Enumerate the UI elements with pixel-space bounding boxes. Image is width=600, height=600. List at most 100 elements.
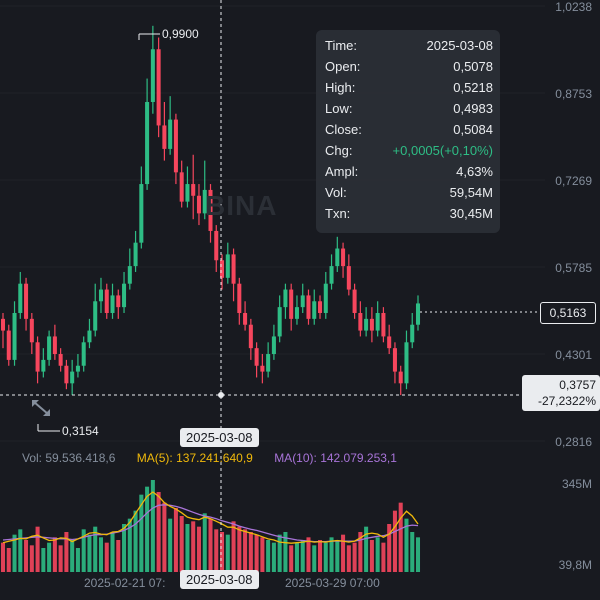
ma-lines-group (2, 491, 419, 544)
candle-body (312, 301, 317, 319)
candle-body (162, 125, 167, 149)
candle-body (87, 330, 92, 343)
candle-body (133, 242, 138, 267)
candle-body (329, 266, 334, 284)
volume-bar (41, 548, 46, 572)
candle-body (335, 248, 340, 267)
candle-body (392, 348, 397, 372)
volume-bar (231, 521, 236, 572)
volume-bar (0, 542, 6, 572)
volume-bar (289, 545, 294, 572)
volume-bar (392, 510, 397, 572)
candle-body (317, 301, 323, 313)
ma10-value: MA(10): 142.079.253,1 (274, 451, 397, 465)
volume-bar (306, 537, 311, 572)
ma5-value: MA(5): 137.241.640,9 (136, 451, 253, 465)
candle-body (52, 336, 57, 355)
candle-body (81, 342, 86, 366)
candle-body (150, 49, 155, 103)
x-tick-label: 2025-03-29 07:00 (285, 576, 380, 590)
volume-bar (300, 540, 305, 572)
volume-bar (398, 502, 403, 572)
tooltip-row-high: High: 0,5218 (325, 80, 493, 95)
candle-body (35, 342, 40, 372)
crosshair-overlay (0, 0, 540, 574)
candle-body (24, 283, 29, 319)
candle-body (139, 184, 144, 243)
volume-bar (168, 518, 173, 572)
candles-group (0, 25, 421, 396)
volume-bar (47, 542, 52, 572)
volume-bar (294, 542, 299, 572)
volume-bar (248, 532, 253, 572)
volume-bar (98, 537, 104, 572)
y-tick-label: 0,4301 (555, 348, 592, 362)
volume-bar (156, 492, 161, 572)
volume-bar (375, 537, 380, 572)
tooltip-row-time: Time: 2025-03-08 (325, 38, 493, 53)
expand-arrows-icon[interactable] (28, 396, 54, 420)
volume-bar (369, 540, 374, 572)
tooltip-row-change: Chg: +0,0005(+0,10%) (325, 143, 493, 158)
volume-bar (404, 518, 409, 572)
candle-body (243, 312, 248, 325)
volume-bar (162, 502, 167, 572)
volume-bar (87, 534, 92, 572)
candle-body (283, 289, 288, 308)
candle-body (341, 248, 346, 267)
volume-bar (52, 537, 57, 572)
candle-body (98, 289, 104, 302)
volume-legend: Vol: 59.536.418,6 MA(5): 137.241.640,9 M… (22, 451, 415, 465)
candle-body (294, 307, 299, 319)
candle-body (145, 102, 150, 185)
volume-bar (64, 532, 69, 572)
volume-bar (260, 537, 265, 572)
candle-body (104, 289, 109, 313)
volume-bar (127, 518, 132, 572)
candle-body (6, 330, 11, 360)
candle-body (266, 354, 271, 372)
volume-bar (410, 532, 415, 572)
candle-body (404, 342, 409, 384)
tooltip-row-low: Low: 0,4983 (325, 101, 493, 116)
candle-body (220, 260, 225, 278)
volume-bar (70, 540, 75, 572)
candle-body (271, 336, 276, 355)
volume-bar (254, 534, 259, 572)
volume-bar (329, 537, 334, 572)
volume-bar (364, 526, 369, 572)
volume-bar (116, 540, 121, 572)
candle-body (185, 184, 190, 202)
volume-bar (196, 526, 201, 572)
volume-bar (145, 486, 150, 572)
candle-body (58, 354, 63, 366)
volume-bar (173, 508, 178, 572)
candle-body (225, 254, 230, 278)
candle-body (93, 301, 98, 331)
ma10-line (2, 504, 419, 543)
candle-body (289, 289, 294, 319)
candle-body (47, 336, 52, 360)
y-tick-label: 0,8753 (555, 87, 592, 101)
candle-body (254, 348, 259, 366)
candle-body (202, 189, 207, 214)
candle-body (260, 365, 265, 372)
tooltip-row-transactions: Txn: 30,45M (325, 206, 493, 221)
ohlc-tooltip: Time: 2025-03-08 Open: 0,5078 High: 0,5218 … (316, 30, 500, 233)
candle-body (208, 189, 213, 231)
binance-watermark: BINA (205, 190, 278, 221)
candle-body (191, 184, 196, 196)
volume-bar (133, 510, 138, 572)
volume-bar (35, 526, 40, 572)
candle-body (29, 318, 34, 343)
candle-body (168, 119, 173, 149)
candle-body (358, 312, 363, 331)
last-price-tag: 0,5163 (540, 302, 596, 324)
volume-bar (243, 529, 248, 572)
volume-bar (110, 532, 115, 572)
candle-body (156, 49, 161, 126)
volume-value: Vol: 59.536.418,6 (22, 451, 116, 465)
candle-body (306, 295, 311, 319)
